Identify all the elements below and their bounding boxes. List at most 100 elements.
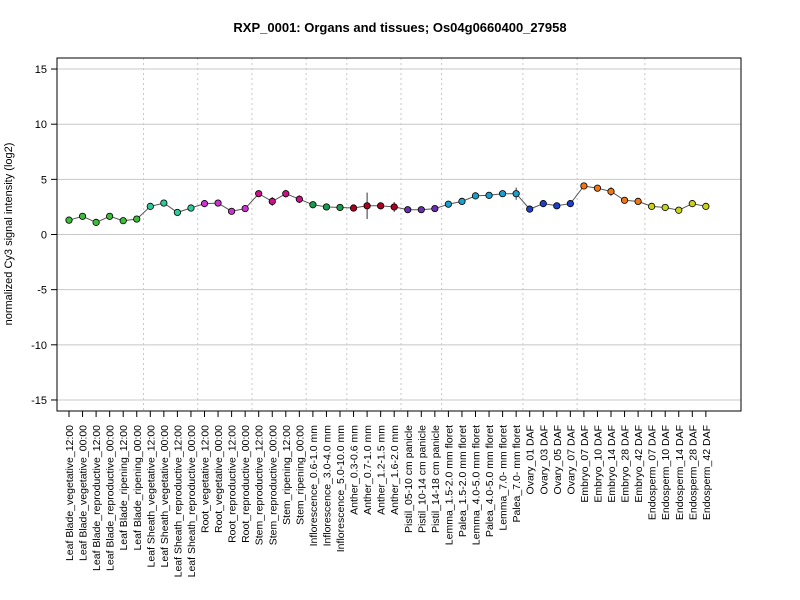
data-point <box>553 202 561 210</box>
data-point <box>119 217 127 225</box>
x-tick-label: Lemma_7.0- mm floret <box>498 425 510 531</box>
y-tick-label: -10 <box>31 340 47 352</box>
x-tick-label: Stem_ripening_00:00 <box>294 425 306 525</box>
x-tick-label: Leaf Blade_reproductive_00:00 <box>105 425 117 571</box>
x-tick-label: Pistil_14-18 cm panicle <box>430 425 442 533</box>
data-point <box>133 215 141 223</box>
data-point <box>200 200 209 208</box>
x-tick-label: Pistil_05-10 cm panicle <box>403 425 415 533</box>
y-tick-label: 15 <box>35 64 47 76</box>
x-tick-label: Anther_0.7-1.0 mm <box>362 425 374 515</box>
data-point <box>431 204 439 213</box>
data-point <box>106 212 114 220</box>
x-tick-label: Root_vegetative_12:00 <box>200 425 212 533</box>
data-point <box>214 199 222 207</box>
x-tick-label: Inflorescence_3.0-4.0 mm <box>321 425 333 547</box>
data-point <box>498 190 507 198</box>
data-point <box>702 202 710 210</box>
data-point <box>661 203 669 212</box>
data-point <box>282 190 290 198</box>
x-tick-label: Ovary_07 DAF <box>565 425 577 494</box>
data-point <box>146 202 154 210</box>
x-tick-label: Anther_1.6-2.0 mm <box>389 425 401 515</box>
x-tick-label: Root_reproductive_00:00 <box>240 425 252 543</box>
x-tick-label: Endosperm_07 DAF <box>647 425 659 520</box>
x-tick-label: Root_reproductive_12:00 <box>227 425 239 543</box>
data-point <box>309 201 317 209</box>
axis-layer: -15 -10 -5 0 5 10 15 Leaf Blade_vegetative_12:0… <box>31 64 713 577</box>
x-tick-label: Leaf Blade_reproductive_12:00 <box>91 425 103 571</box>
data-point <box>485 191 493 199</box>
x-tick-label: Root_vegetative_00:00 <box>213 425 225 533</box>
data-point <box>241 204 249 213</box>
x-tick-label: Palea_4.0-5.0 mm floret <box>484 425 496 537</box>
x-tick-label: Endosperm_10 DAF <box>660 425 672 520</box>
x-tick-label: Leaf Sheath_vegetative_00:00 <box>159 425 171 568</box>
x-tick-label: Leaf Sheath_reproductive_00:00 <box>186 425 198 578</box>
x-tick-label: Embryo_42 DAF <box>633 425 645 503</box>
data-point <box>566 200 574 208</box>
data-point <box>580 182 588 190</box>
data-point <box>92 218 100 226</box>
x-tick-label: Inflorescence_5.0-10.0 mm <box>335 425 347 552</box>
data-point <box>78 212 87 220</box>
y-axis-title: normalized Cy3 signal intensity (log2) <box>3 143 15 326</box>
series-layer <box>65 182 710 226</box>
data-point <box>444 200 452 208</box>
x-tick-label: Lemma_1.5-2.0 mm floret <box>443 425 455 545</box>
x-tick-label: Leaf Blade_ripening_12:00 <box>118 425 130 551</box>
data-point <box>688 200 696 208</box>
data-point <box>295 195 303 203</box>
x-tick-label: Anther_1.2-1.5 mm <box>376 425 388 515</box>
x-tick-label: Inflorescence_0.6-1.0 mm <box>308 425 320 547</box>
x-tick-label: Palea_1.5-2.0 mm floret <box>457 425 469 537</box>
data-point <box>675 206 683 214</box>
y-tick-label: 5 <box>41 174 47 186</box>
data-point <box>255 190 263 198</box>
x-tick-label: Leaf Blade_vegetative_00:00 <box>78 425 90 561</box>
data-point <box>404 206 412 214</box>
x-tick-label: Stem_ripening_12:00 <box>281 425 293 525</box>
y-tick-label: 0 <box>41 230 47 242</box>
x-tick-label: Leaf Blade_vegetative_12:00 <box>64 425 76 561</box>
x-tick-label: Embryo_14 DAF <box>606 425 618 503</box>
data-point <box>620 196 629 204</box>
data-point <box>336 203 344 212</box>
x-tick-label: Lemma_4.0-5.0 mm floret <box>471 425 483 545</box>
data-point <box>607 187 615 196</box>
data-point <box>187 204 195 212</box>
y-tick-label: -5 <box>37 285 47 297</box>
x-tick-label: Palea_7.0- mm floret <box>511 425 523 523</box>
x-tick-label: Stem_reproductive_00:00 <box>267 425 279 545</box>
data-point <box>65 216 73 224</box>
x-tick-label: Anther_0.3-0.6 mm <box>349 425 361 515</box>
data-point <box>349 204 358 212</box>
grid-layer <box>57 58 741 411</box>
data-point <box>539 200 547 208</box>
data-point <box>648 202 656 210</box>
data-point <box>160 199 168 207</box>
y-tick-label: 10 <box>35 119 47 131</box>
data-point <box>512 190 520 198</box>
x-tick-label: Ovary_01 DAF <box>525 425 537 494</box>
data-point <box>471 192 480 200</box>
data-point <box>458 197 466 206</box>
x-tick-label: Embryo_07 DAF <box>579 425 591 503</box>
data-point <box>593 184 602 192</box>
data-point <box>173 208 181 217</box>
x-tick-label: Leaf Sheath_reproductive_12:00 <box>172 425 184 578</box>
x-tick-label: Embryo_28 DAF <box>620 425 632 503</box>
data-point <box>634 197 642 206</box>
data-point <box>526 205 534 213</box>
x-tick-label: Leaf Blade_ripening_00:00 <box>132 425 144 551</box>
x-tick-label: Ovary_03 DAF <box>538 425 550 494</box>
data-point <box>390 203 398 211</box>
x-tick-label: Endosperm_42 DAF <box>701 425 713 520</box>
data-point <box>363 202 371 210</box>
y-tick-label: -15 <box>31 395 47 407</box>
x-tick-label: Endosperm_14 DAF <box>674 425 686 520</box>
x-tick-label: Ovary_05 DAF <box>552 425 564 494</box>
x-tick-label: Pistil_10-14 cm panicle <box>416 425 428 533</box>
data-point <box>228 207 236 215</box>
